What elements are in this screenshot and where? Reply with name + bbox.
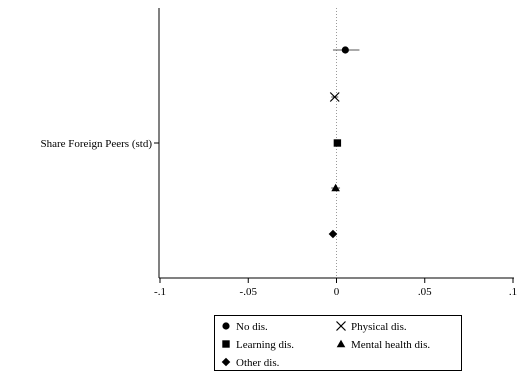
legend-label-learning-dis: Learning dis. <box>236 339 294 351</box>
legend-marker-physical-dis <box>336 321 346 331</box>
point-physical-dis <box>329 92 340 102</box>
legend-label-no-dis: No dis. <box>236 321 268 333</box>
x-tick-label-2: 0 <box>334 286 340 298</box>
legend-box <box>214 315 462 371</box>
legend-marker-mental-health-dis <box>336 339 346 348</box>
x-tick-label-3: .05 <box>418 286 432 298</box>
legend-label-other-dis: Other dis. <box>236 357 280 369</box>
y-category-label: Share Foreign Peers (std) <box>40 138 152 150</box>
point-other-dis <box>328 229 338 239</box>
legend-marker-physical-dis-stroke-b <box>336 321 346 331</box>
x-tick-label-0: -.1 <box>154 286 166 298</box>
legend-label-mental-health-dis: Mental health dis. <box>351 339 430 351</box>
point-physical-dis-stroke-b <box>329 92 340 102</box>
x-tick-label-1: -.05 <box>240 286 258 298</box>
point-learning-dis <box>333 139 342 147</box>
x-tick-label-4: .1 <box>509 286 517 298</box>
legend-marker-other-dis <box>221 357 231 367</box>
legend-label-physical-dis: Physical dis. <box>351 321 407 333</box>
legend-marker-learning-dis <box>222 340 230 348</box>
legend: No dis. Physical dis. Learning dis. Mental … <box>214 315 462 371</box>
point-no-dis <box>341 46 349 54</box>
legend-marker-no-dis <box>222 322 230 330</box>
plot-marks <box>328 46 360 239</box>
point-mental-health-dis <box>331 183 340 192</box>
plot-axes: -.1 -.05 0 .05 .1 Share Foreign Peers (std) <box>40 8 517 298</box>
